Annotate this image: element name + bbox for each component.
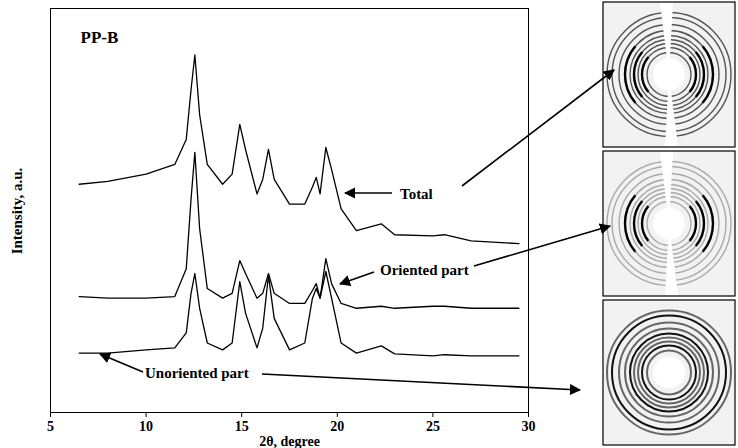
svg-text:Unoriented part: Unoriented part <box>145 365 249 381</box>
svg-text:Total: Total <box>400 186 433 202</box>
svg-text:2θ, degree: 2θ, degree <box>259 434 320 448</box>
svg-text:Intensity, a.u.: Intensity, a.u. <box>9 167 25 254</box>
svg-text:30: 30 <box>522 419 536 434</box>
svg-text:10: 10 <box>139 419 153 434</box>
svg-text:15: 15 <box>235 419 249 434</box>
svg-text:5: 5 <box>47 419 54 434</box>
svg-text:25: 25 <box>426 419 440 434</box>
svg-text:20: 20 <box>330 419 344 434</box>
svg-text:PP-B: PP-B <box>81 28 119 47</box>
svg-text:Oriented part: Oriented part <box>380 262 469 278</box>
